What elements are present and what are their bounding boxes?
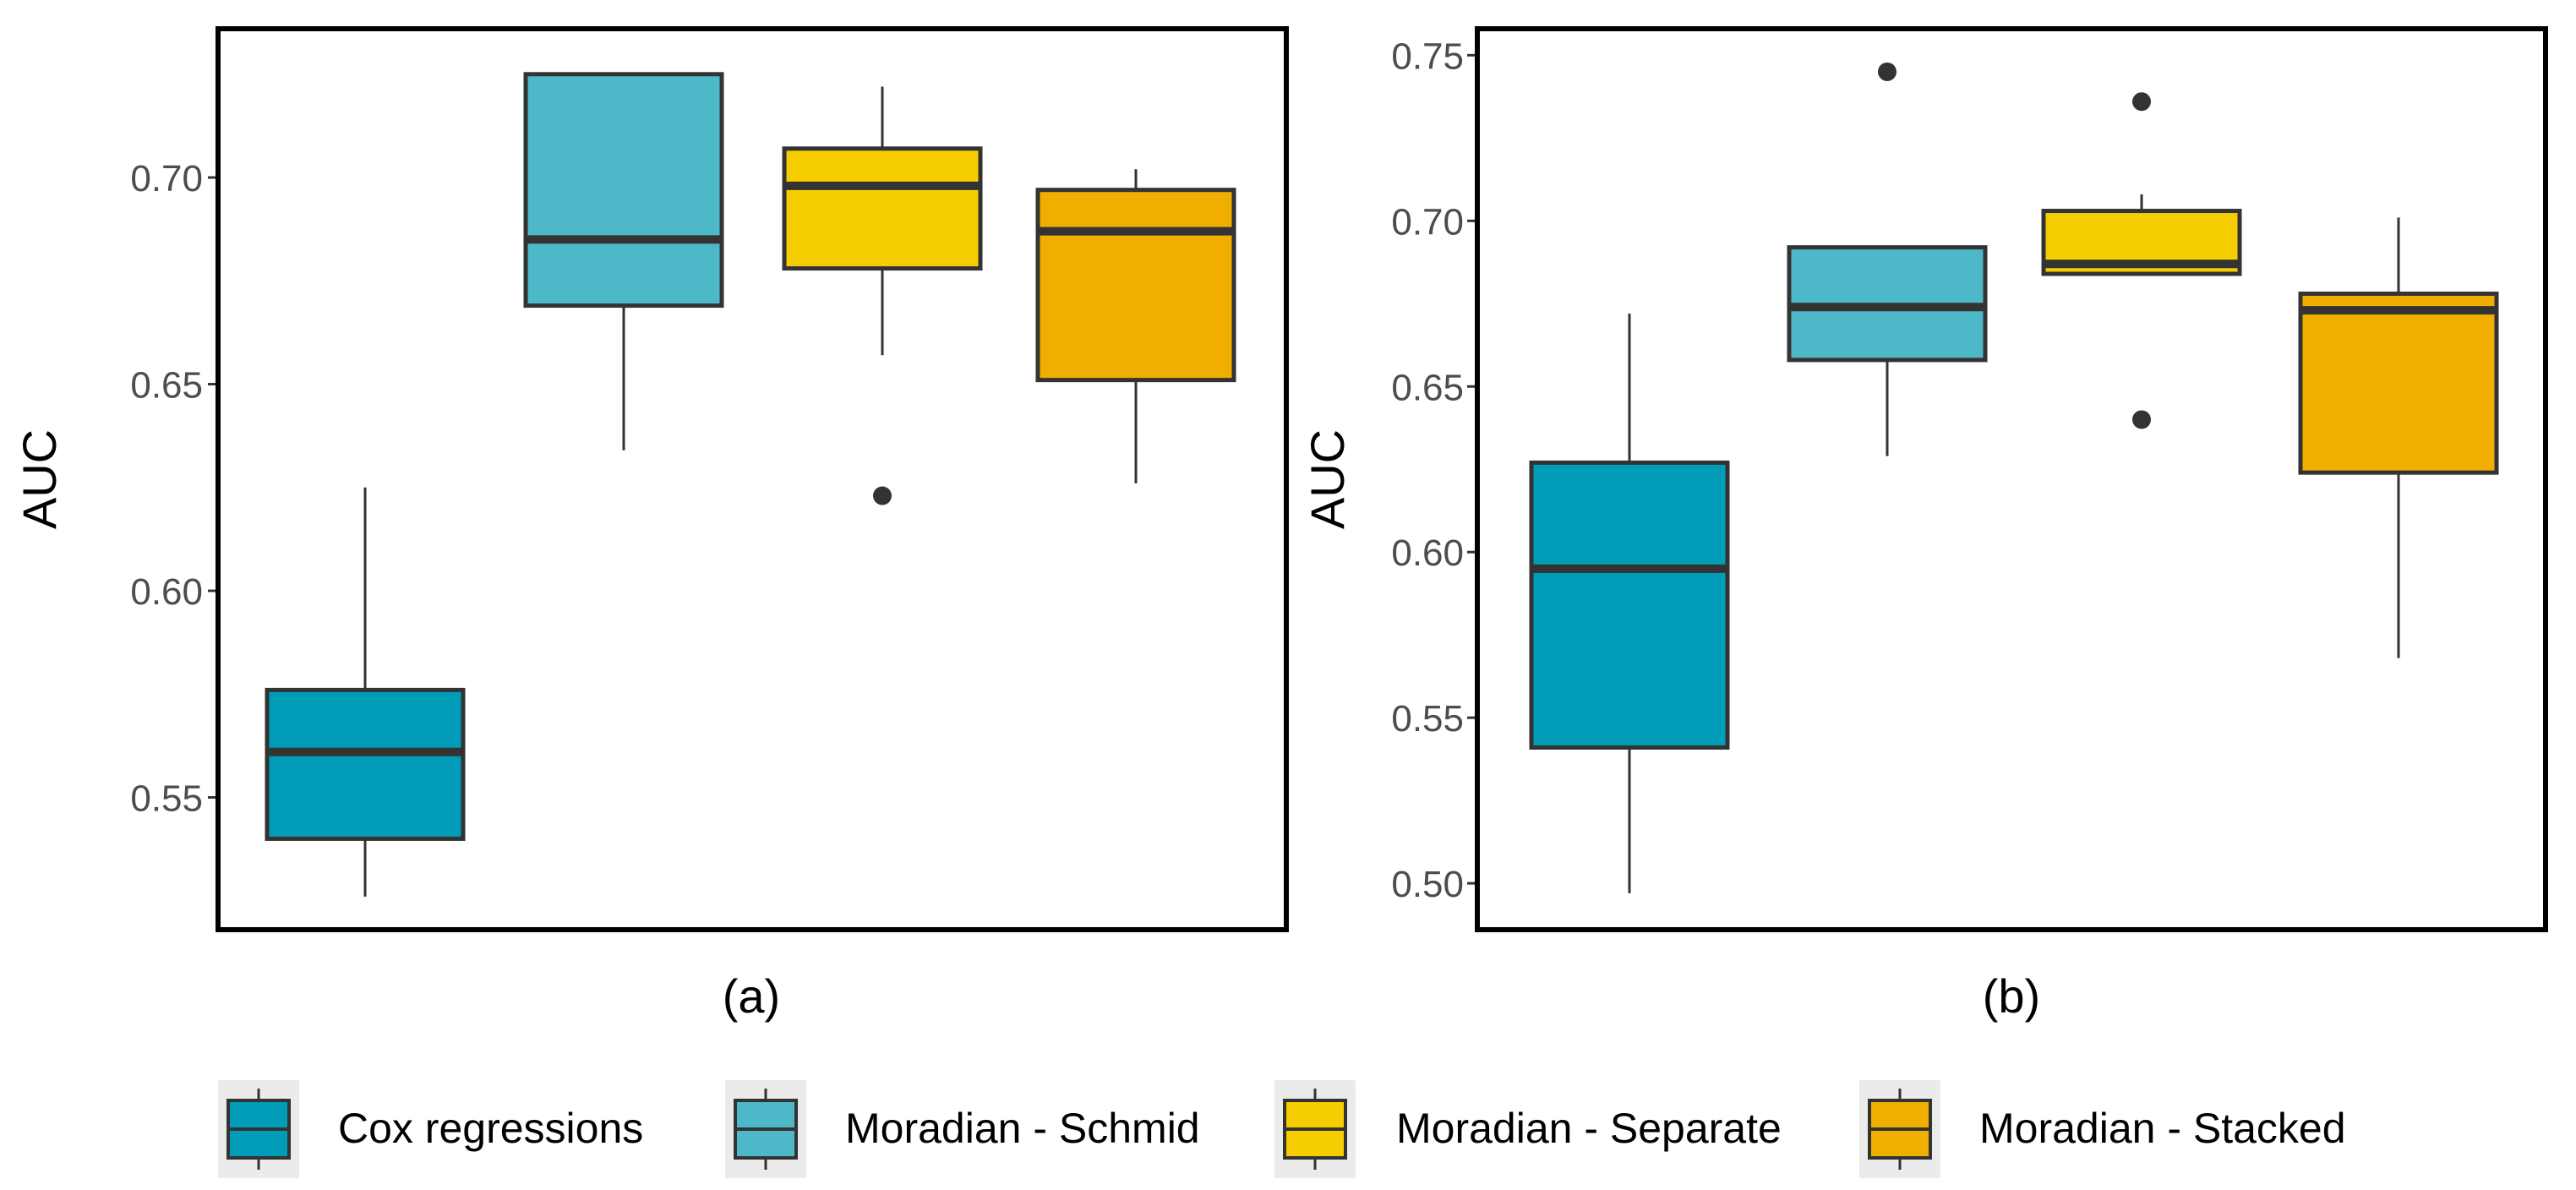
panel-a: 0.55 0.60 0.65 0.70 AUC (a): [13, 26, 1289, 1023]
legend-item-0: Cox regressions: [218, 1080, 643, 1178]
y-tick-label: 0.55: [1391, 698, 1464, 740]
y-axis-label: AUC: [1301, 429, 1354, 529]
outlier-point: [873, 486, 892, 505]
legend-label: Moradian - Stacked: [1979, 1105, 2346, 1152]
box-iqr: [1529, 460, 1730, 750]
legend-label: Cox regressions: [338, 1105, 643, 1152]
box-iqr: [523, 72, 724, 308]
legend-item-3: Moradian - Stacked: [1859, 1080, 2346, 1178]
panel-frame: [216, 26, 1289, 932]
box-3: [2298, 217, 2499, 658]
y-tick-label: 0.60: [130, 571, 203, 613]
box-2: [2041, 92, 2242, 429]
y-axis-label: AUC: [13, 429, 66, 529]
x-axis-label: (a): [723, 969, 780, 1023]
outlier-point: [2132, 410, 2151, 429]
box-iqr: [1035, 188, 1236, 383]
y-tick-label: 0.60: [1391, 532, 1464, 574]
x-axis-label: (b): [1983, 969, 2040, 1023]
box-3: [1035, 169, 1236, 483]
panel-b: 0.50 0.55 0.60 0.65 0.70 0.75 AUC (b): [1301, 26, 2548, 1023]
box-2: [782, 86, 983, 505]
box-iqr: [782, 146, 983, 271]
panel-frame: [1475, 26, 2548, 932]
box-0: [265, 487, 466, 897]
box-1: [523, 72, 724, 450]
y-tick-label: 0.65: [1391, 367, 1464, 408]
y-tick-label: 0.55: [130, 778, 203, 820]
box-iqr: [265, 687, 466, 841]
y-tick-label: 0.50: [1391, 864, 1464, 905]
legend-item-2: Moradian - Separate: [1274, 1080, 1782, 1178]
y-tick-label: 0.65: [130, 365, 203, 407]
legend-label: Moradian - Separate: [1396, 1105, 1782, 1152]
box-1: [1787, 62, 1988, 456]
y-tick-label: 0.70: [1391, 201, 1464, 243]
legend: Cox regressions Moradian - Schmid Moradian…: [218, 1080, 2346, 1178]
y-tick-label: 0.75: [1391, 35, 1464, 77]
legend-item-1: Moradian - Schmid: [725, 1080, 1200, 1178]
outlier-point: [2132, 92, 2151, 112]
outlier-point: [1878, 62, 1897, 81]
box-iqr: [2298, 292, 2499, 475]
box-0: [1529, 314, 1730, 893]
y-tick-label: 0.70: [130, 158, 203, 199]
legend-label: Moradian - Schmid: [845, 1105, 1200, 1152]
